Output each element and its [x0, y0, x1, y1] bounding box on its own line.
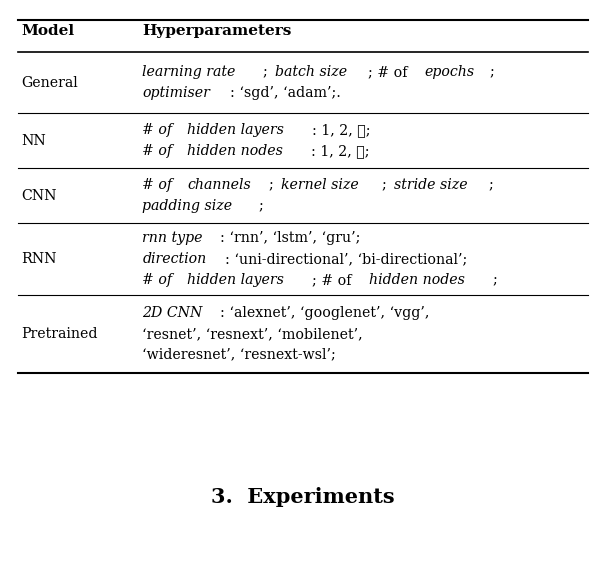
Text: # of: # of [142, 178, 177, 192]
Text: # of: # of [142, 123, 177, 137]
Text: : ‘alexnet’, ‘googlenet’, ‘vgg’,: : ‘alexnet’, ‘googlenet’, ‘vgg’, [221, 306, 430, 320]
Text: batch size: batch size [275, 65, 347, 79]
Text: ‘wideresnet’, ‘resnext-wsl’;: ‘wideresnet’, ‘resnext-wsl’; [142, 348, 336, 361]
Text: stride size: stride size [393, 178, 467, 192]
Text: learning rate: learning rate [142, 65, 236, 79]
Text: ‘resnet’, ‘resnext’, ‘mobilenet’,: ‘resnet’, ‘resnext’, ‘mobilenet’, [142, 327, 363, 341]
Text: ;: ; [382, 178, 391, 192]
Text: optimiser: optimiser [142, 86, 210, 100]
Text: : ‘sgd’, ‘adam’;.: : ‘sgd’, ‘adam’;. [230, 86, 341, 100]
Text: padding size: padding size [142, 199, 233, 213]
Text: Pretrained: Pretrained [21, 327, 98, 341]
Text: ; # of: ; # of [312, 273, 356, 287]
Text: # of: # of [142, 273, 177, 287]
Text: ;: ; [490, 65, 494, 79]
Text: 3.  Experiments: 3. Experiments [211, 487, 395, 507]
Text: : 1, 2, ⋯;: : 1, 2, ⋯; [312, 123, 371, 137]
Text: ;: ; [263, 65, 272, 79]
Text: NN: NN [21, 134, 46, 147]
Text: Hyperparameters: Hyperparameters [142, 24, 291, 38]
Text: General: General [21, 76, 78, 89]
Text: ;: ; [493, 273, 498, 287]
Text: RNN: RNN [21, 252, 57, 266]
Text: hidden nodes: hidden nodes [187, 144, 283, 158]
Text: ;: ; [269, 178, 279, 192]
Text: # of: # of [142, 144, 177, 158]
Text: : ‘uni-directional’, ‘bi-directional’;: : ‘uni-directional’, ‘bi-directional’; [225, 252, 468, 266]
Text: kernel size: kernel size [281, 178, 359, 192]
Text: hidden layers: hidden layers [187, 123, 284, 137]
Text: : 1, 2, ⋯;: : 1, 2, ⋯; [311, 144, 369, 158]
Text: hidden layers: hidden layers [187, 273, 284, 287]
Text: CNN: CNN [21, 189, 57, 202]
Text: Model: Model [21, 24, 75, 38]
Text: ; # of: ; # of [368, 65, 412, 79]
Text: rnn type: rnn type [142, 232, 203, 245]
Text: 2D CNN: 2D CNN [142, 306, 203, 320]
Text: : ‘rnn’, ‘lstm’, ‘gru’;: : ‘rnn’, ‘lstm’, ‘gru’; [221, 232, 361, 245]
Text: direction: direction [142, 252, 207, 266]
Text: channels: channels [187, 178, 251, 192]
Text: ;: ; [259, 199, 264, 213]
Text: ;: ; [488, 178, 493, 192]
Text: epochs: epochs [425, 65, 474, 79]
Text: hidden nodes: hidden nodes [369, 273, 465, 287]
